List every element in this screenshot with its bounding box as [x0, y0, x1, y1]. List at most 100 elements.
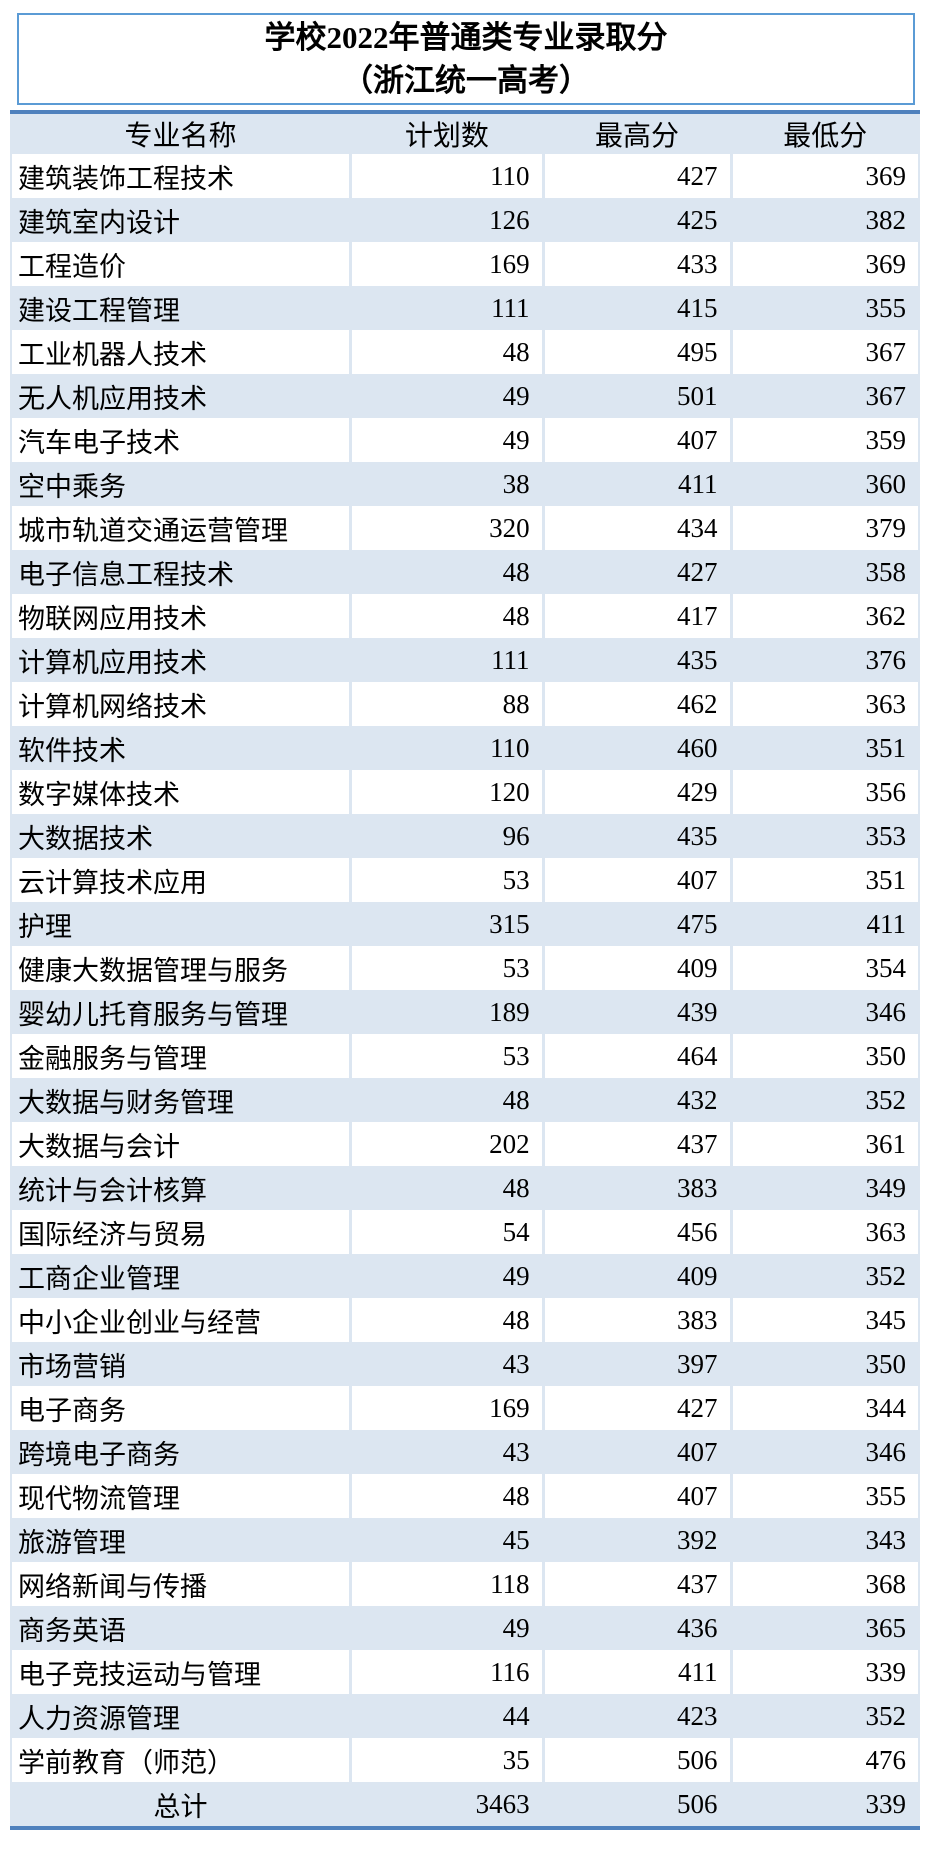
plan-count-cell: 48 — [349, 594, 544, 638]
major-name-cell: 汽车电子技术 — [11, 418, 351, 462]
max-score-cell: 411 — [541, 462, 732, 506]
plan-count-cell: 53 — [349, 858, 544, 902]
table-row: 计算机应用技术 111 435 376 — [11, 638, 919, 682]
plan-count-cell: 169 — [349, 1386, 544, 1430]
plan-count-cell: 111 — [349, 286, 544, 330]
plan-count-cell: 48 — [349, 550, 544, 594]
table-row: 跨境电子商务 43 407 346 — [11, 1430, 919, 1474]
total-min-score-cell: 339 — [729, 1782, 919, 1828]
max-score-cell: 383 — [541, 1166, 732, 1210]
major-name-cell: 计算机网络技术 — [11, 682, 351, 726]
table-row: 金融服务与管理 53 464 350 — [11, 1034, 919, 1078]
major-name-cell: 建筑装饰工程技术 — [11, 154, 351, 198]
min-score-cell: 352 — [729, 1078, 919, 1122]
max-score-cell: 427 — [541, 154, 732, 198]
table-row: 网络新闻与传播 118 437 368 — [11, 1562, 919, 1606]
min-score-cell: 376 — [729, 638, 919, 682]
major-name-cell: 统计与会计核算 — [11, 1166, 351, 1210]
column-header-major: 专业名称 — [11, 112, 351, 154]
max-score-cell: 429 — [541, 770, 732, 814]
major-name-cell: 商务英语 — [11, 1606, 351, 1650]
plan-count-cell: 49 — [349, 374, 544, 418]
min-score-cell: 363 — [729, 1210, 919, 1254]
min-score-cell: 350 — [729, 1034, 919, 1078]
major-name-cell: 云计算技术应用 — [11, 858, 351, 902]
table-row: 人力资源管理 44 423 352 — [11, 1694, 919, 1738]
table-row: 建设工程管理 111 415 355 — [11, 286, 919, 330]
major-name-cell: 空中乘务 — [11, 462, 351, 506]
max-score-cell: 407 — [541, 858, 732, 902]
plan-count-cell: 315 — [349, 902, 544, 946]
max-score-cell: 436 — [541, 1606, 732, 1650]
table-row: 商务英语 49 436 365 — [11, 1606, 919, 1650]
max-score-cell: 435 — [541, 638, 732, 682]
major-name-cell: 婴幼儿托育服务与管理 — [11, 990, 351, 1034]
min-score-cell: 356 — [729, 770, 919, 814]
max-score-cell: 433 — [541, 242, 732, 286]
max-score-cell: 409 — [541, 946, 732, 990]
table-row: 建筑室内设计 126 425 382 — [11, 198, 919, 242]
min-score-cell: 354 — [729, 946, 919, 990]
total-max-score-cell: 506 — [541, 1782, 732, 1828]
plan-count-cell: 48 — [349, 1166, 544, 1210]
max-score-cell: 392 — [541, 1518, 732, 1562]
max-score-cell: 407 — [541, 1474, 732, 1518]
plan-count-cell: 49 — [349, 418, 544, 462]
table-row: 大数据技术 96 435 353 — [11, 814, 919, 858]
plan-count-cell: 169 — [349, 242, 544, 286]
min-score-cell: 344 — [729, 1386, 919, 1430]
min-score-cell: 411 — [729, 902, 919, 946]
plan-count-cell: 43 — [349, 1430, 544, 1474]
max-score-cell: 407 — [541, 418, 732, 462]
table-row: 国际经济与贸易 54 456 363 — [11, 1210, 919, 1254]
min-score-cell: 367 — [729, 330, 919, 374]
max-score-cell: 397 — [541, 1342, 732, 1386]
table-row: 大数据与会计 202 437 361 — [11, 1122, 919, 1166]
plan-count-cell: 189 — [349, 990, 544, 1034]
major-name-cell: 市场营销 — [11, 1342, 351, 1386]
min-score-cell: 349 — [729, 1166, 919, 1210]
major-name-cell: 人力资源管理 — [11, 1694, 351, 1738]
max-score-cell: 460 — [541, 726, 732, 770]
max-score-cell: 427 — [541, 1386, 732, 1430]
table-row: 软件技术 110 460 351 — [11, 726, 919, 770]
min-score-cell: 368 — [729, 1562, 919, 1606]
header-row: 专业名称 计划数 最高分 最低分 — [11, 112, 919, 154]
major-name-cell: 工商企业管理 — [11, 1254, 351, 1298]
major-name-cell: 电子竞技运动与管理 — [11, 1650, 351, 1694]
table-body: 建筑装饰工程技术 110 427 369 建筑室内设计 126 425 382 工程造价 169 4… — [11, 154, 919, 1782]
max-score-cell: 407 — [541, 1430, 732, 1474]
major-name-cell: 城市轨道交通运营管理 — [11, 506, 351, 550]
max-score-cell: 423 — [541, 1694, 732, 1738]
max-score-cell: 383 — [541, 1298, 732, 1342]
max-score-cell: 495 — [541, 330, 732, 374]
plan-count-cell: 111 — [349, 638, 544, 682]
min-score-cell: 352 — [729, 1694, 919, 1738]
max-score-cell: 425 — [541, 198, 732, 242]
table-row: 大数据与财务管理 48 432 352 — [11, 1078, 919, 1122]
table-row: 电子信息工程技术 48 427 358 — [11, 550, 919, 594]
major-name-cell: 健康大数据管理与服务 — [11, 946, 351, 990]
max-score-cell: 417 — [541, 594, 732, 638]
table-row: 工程造价 169 433 369 — [11, 242, 919, 286]
min-score-cell: 352 — [729, 1254, 919, 1298]
min-score-cell: 367 — [729, 374, 919, 418]
table-row: 市场营销 43 397 350 — [11, 1342, 919, 1386]
total-row: 总计 3463 506 339 — [11, 1782, 919, 1828]
max-score-cell: 415 — [541, 286, 732, 330]
plan-count-cell: 54 — [349, 1210, 544, 1254]
table-row: 中小企业创业与经营 48 383 345 — [11, 1298, 919, 1342]
column-header-plan-count: 计划数 — [349, 112, 544, 154]
table-row: 城市轨道交通运营管理 320 434 379 — [11, 506, 919, 550]
plan-count-cell: 45 — [349, 1518, 544, 1562]
major-name-cell: 软件技术 — [11, 726, 351, 770]
column-header-max-score: 最高分 — [541, 112, 732, 154]
major-name-cell: 现代物流管理 — [11, 1474, 351, 1518]
max-score-cell: 434 — [541, 506, 732, 550]
max-score-cell: 475 — [541, 902, 732, 946]
min-score-cell: 476 — [729, 1738, 919, 1782]
plan-count-cell: 202 — [349, 1122, 544, 1166]
min-score-cell: 343 — [729, 1518, 919, 1562]
table-row: 计算机网络技术 88 462 363 — [11, 682, 919, 726]
